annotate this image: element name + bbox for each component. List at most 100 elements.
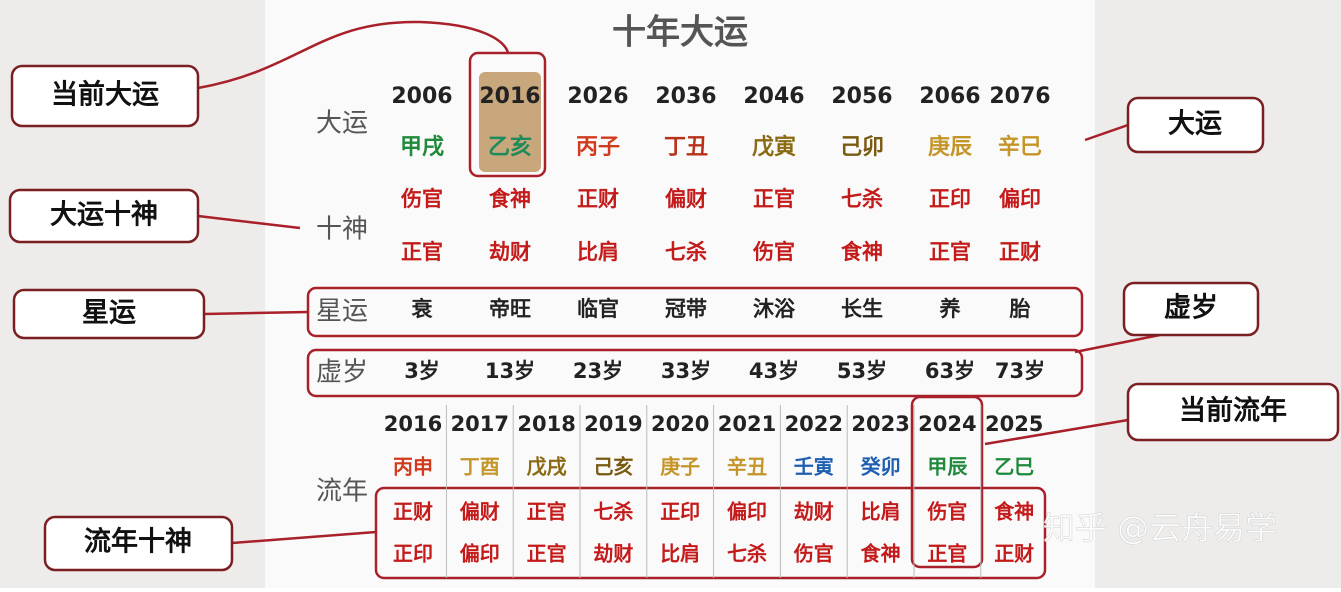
liunian-shishen: 正官 [527, 500, 567, 524]
liunian-shishen: 伤官 [926, 500, 967, 524]
xusui: 13岁 [485, 359, 535, 383]
liunian-year: 2021 [718, 412, 776, 436]
dayun-year: 2016 [479, 84, 540, 109]
liunian-ganzhi: 戊戌 [527, 455, 567, 479]
xusui: 33岁 [661, 359, 711, 383]
liunian-shishen: 正官 [927, 542, 967, 566]
dayun-ganzhi: 己卯 [840, 135, 884, 160]
xusui: 73岁 [995, 359, 1045, 383]
liunian-ganzhi: 丙申 [393, 455, 433, 479]
liunian-year: 2020 [651, 412, 709, 436]
dayun-ganzhi: 庚辰 [928, 134, 972, 160]
dayun-shishen: 七杀 [665, 240, 707, 264]
xingyun: 临官 [577, 297, 619, 321]
dayun-shishen: 伤官 [400, 187, 443, 211]
liunian-year: 2019 [584, 412, 642, 436]
xusui: 3岁 [404, 359, 440, 383]
dayun-shishen: 食神 [489, 187, 531, 211]
dayun-shishen: 比肩 [577, 240, 619, 264]
callout: 大运 [1168, 109, 1222, 140]
xingyun: 胎 [1010, 297, 1031, 321]
dayun-shishen: 食神 [841, 240, 883, 264]
xusui: 23岁 [573, 359, 623, 383]
callout: 流年十神 [84, 526, 192, 558]
liunian-ganzhi: 丁酉 [460, 455, 500, 479]
xusui: 53岁 [837, 359, 887, 383]
current-fill [479, 72, 541, 172]
dayun-shishen: 正印 [929, 187, 971, 211]
dayun-shishen: 七杀 [841, 187, 883, 211]
xingyun: 衰 [412, 297, 434, 321]
dayun-shishen: 偏财 [665, 187, 707, 211]
row-label: 大运 [316, 109, 368, 139]
row-label: 星运 [316, 297, 368, 327]
liunian-shishen: 正官 [527, 542, 567, 566]
dayun-year: 2056 [831, 84, 892, 109]
dayun-ganzhi: 甲戌 [400, 135, 444, 160]
dayun-year: 2066 [919, 84, 980, 109]
row-label: 十神 [316, 215, 368, 245]
liunian-shishen: 劫财 [593, 542, 633, 566]
dayun-ganzhi: 戊寅 [752, 134, 796, 160]
liunian-shishen: 比肩 [660, 542, 700, 566]
callout: 大运十神 [50, 200, 158, 231]
liunian-shishen: 七杀 [727, 542, 767, 566]
liunian-shishen: 偏财 [460, 500, 500, 524]
liunian-year: 2022 [785, 412, 843, 436]
dayun-year: 2006 [391, 84, 452, 109]
dayun-ganzhi: 乙亥 [488, 134, 532, 160]
dayun-shishen: 正官 [753, 187, 795, 211]
dayun-shishen: 劫财 [489, 240, 531, 264]
xingyun: 冠带 [665, 297, 707, 321]
dayun-ganzhi: 辛巳 [998, 134, 1042, 160]
liunian-shishen: 正财 [994, 542, 1034, 566]
liunian-ganzhi: 癸卯 [860, 455, 901, 479]
liunian-shishen: 劫财 [794, 500, 834, 524]
dayun-shishen: 正财 [577, 187, 619, 211]
callout-boxes [8, 64, 1340, 572]
dayun-ganzhi: 丁丑 [664, 135, 708, 160]
liunian-shishen: 偏印 [460, 542, 500, 566]
xingyun: 沐浴 [753, 297, 796, 321]
dayun-shishen: 伤官 [752, 240, 795, 264]
liunian-shishen: 七杀 [593, 500, 633, 524]
callout: 虚岁 [1164, 293, 1218, 324]
liunian-ganzhi: 壬寅 [794, 455, 834, 479]
dayun-year: 2046 [743, 84, 804, 109]
liunian-year: 2016 [384, 412, 442, 436]
liunian-shishen: 食神 [994, 500, 1034, 524]
liunian-shishen: 比肩 [861, 500, 901, 524]
dayun-ganzhi: 丙子 [576, 135, 620, 160]
xingyun: 帝旺 [489, 297, 531, 321]
liunian-year: 2018 [517, 412, 575, 436]
liunian-year: 2023 [851, 412, 909, 436]
title: 十年大运 [612, 13, 748, 53]
liunian-shishen: 偏印 [727, 500, 767, 524]
dayun-shishen: 正官 [929, 240, 971, 264]
dayun-shishen: 正官 [401, 240, 443, 264]
dayun-year: 2076 [989, 84, 1050, 109]
liunian-year: 2017 [451, 412, 509, 436]
panel [265, 0, 1095, 588]
dayun-year: 2026 [567, 84, 628, 109]
dayun-shishen: 正财 [999, 240, 1041, 264]
callout: 当前流年 [1179, 395, 1287, 427]
liunian-shishen: 正财 [393, 500, 433, 524]
xingyun: 长生 [841, 297, 883, 321]
xingyun: 养 [939, 297, 961, 321]
row-label: 流年 [316, 477, 368, 507]
liunian-ganzhi: 辛丑 [727, 455, 767, 479]
xusui: 63岁 [925, 359, 975, 383]
dayun-shishen: 偏印 [999, 187, 1041, 211]
liunian-shishen: 正印 [660, 500, 700, 524]
highlights [197, 20, 1161, 580]
liunian-ganzhi: 乙巳 [994, 455, 1034, 479]
liunian-shishen: 伤官 [793, 542, 834, 566]
watermark: 知乎 @云舟易学 [1043, 509, 1277, 547]
callout: 当前大运 [51, 79, 159, 111]
liunian-ganzhi: 己亥 [593, 455, 633, 479]
liunian-shishen: 正印 [393, 542, 433, 566]
callout: 星运 [82, 298, 136, 329]
dayun-year: 2036 [655, 84, 716, 109]
